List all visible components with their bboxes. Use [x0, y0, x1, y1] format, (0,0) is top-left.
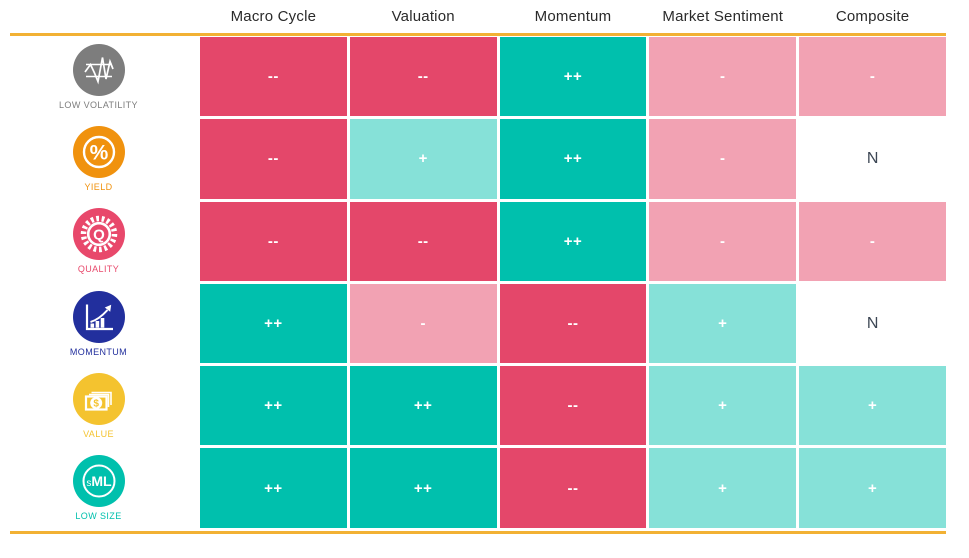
- svg-text:sML: sML: [86, 473, 112, 489]
- signal-cell-low-size-macro-cycle: ++: [200, 448, 347, 528]
- signal-cell-low-volatility-market-sentiment: -: [649, 37, 797, 117]
- table-row-low-size: sML LOW SIZE ++ ++ -- + +: [0, 448, 946, 528]
- signal-cell-momentum-composite: N: [799, 283, 946, 364]
- row-label-value: VALUE: [83, 428, 114, 439]
- svg-text:$: $: [93, 398, 99, 409]
- signal-cell-low-size-market-sentiment: +: [649, 448, 797, 528]
- signal-cell-low-volatility-valuation: --: [349, 37, 497, 117]
- row-header-momentum: MOMENTUM: [0, 284, 197, 363]
- signal-cell-low-size-composite: +: [799, 448, 946, 528]
- low-volatility-icon: [72, 43, 125, 96]
- signal-cell-yield-momentum: ++: [499, 119, 647, 199]
- signal-cell-quality-composite: -: [799, 201, 946, 281]
- column-header-row: Macro Cycle Valuation Momentum Market Senti…: [0, 0, 946, 33]
- signal-cell-low-volatility-composite: -: [799, 37, 946, 117]
- signal-cell-low-size-momentum: --: [499, 448, 647, 528]
- row-header-low-volatility: LOW VOLATILITY: [0, 37, 197, 116]
- table-row-momentum: MOMENTUM ++ - -- + N: [0, 283, 946, 364]
- table-row-quality: Q QUALITY -- -- ++ - -: [0, 201, 946, 281]
- signal-cell-yield-valuation: +: [349, 119, 497, 199]
- signal-cell-value-valuation: ++: [349, 366, 497, 446]
- quality-icon: Q: [72, 208, 125, 261]
- row-label-low-volatility: LOW VOLATILITY: [59, 99, 138, 110]
- column-header-valuation: Valuation: [391, 8, 455, 25]
- yield-icon: %: [72, 125, 125, 178]
- row-header-quality: Q QUALITY: [0, 202, 197, 281]
- row-header-yield: % YIELD: [0, 119, 197, 198]
- row-label-yield: YIELD: [84, 181, 113, 192]
- signal-cell-low-volatility-macro-cycle: --: [200, 37, 347, 117]
- row-label-momentum: MOMENTUM: [69, 346, 128, 357]
- row-label-quality: QUALITY: [77, 264, 120, 275]
- row-header-value: $ VALUE: [0, 366, 197, 445]
- signal-cell-value-momentum: --: [499, 366, 647, 446]
- signal-cell-low-size-valuation: ++: [349, 448, 497, 528]
- signal-cell-quality-market-sentiment: -: [649, 201, 797, 281]
- top-rule: [10, 33, 946, 36]
- signal-cell-momentum-macro-cycle: ++: [200, 283, 347, 364]
- signal-cell-quality-macro-cycle: --: [200, 201, 347, 281]
- column-header-market-sentiment: Market Sentiment: [662, 8, 784, 25]
- table-row-low-volatility: LOW VOLATILITY -- -- ++ - -: [0, 37, 946, 117]
- low-size-icon: sML: [72, 455, 125, 508]
- heatmap-grid: LOW VOLATILITY -- -- ++ - - % YIELD -- + ++ - N Q QU…: [0, 37, 946, 528]
- value-icon: $: [72, 372, 125, 425]
- table-row-value: $ VALUE ++ ++ -- + +: [0, 366, 946, 446]
- column-header-composite: Composite: [835, 8, 910, 25]
- signal-cell-yield-market-sentiment: -: [649, 119, 797, 199]
- column-header-macro-cycle: Macro Cycle: [230, 8, 317, 25]
- svg-text:%: %: [89, 141, 108, 164]
- signal-cell-yield-composite: N: [799, 119, 946, 199]
- signal-cell-yield-macro-cycle: --: [200, 119, 347, 199]
- signal-cell-momentum-market-sentiment: +: [649, 283, 797, 364]
- row-label-low-size: LOW SIZE: [75, 511, 122, 522]
- signal-cell-quality-valuation: --: [349, 201, 497, 281]
- column-header-momentum: Momentum: [534, 8, 612, 25]
- signal-cell-momentum-valuation: -: [349, 283, 497, 364]
- signal-cell-value-market-sentiment: +: [649, 366, 797, 446]
- signal-cell-quality-momentum: ++: [499, 201, 647, 281]
- row-header-low-size: sML LOW SIZE: [0, 448, 197, 527]
- svg-text:Q: Q: [93, 227, 105, 244]
- bottom-rule: [10, 530, 946, 534]
- signal-cell-low-volatility-momentum: ++: [499, 37, 647, 117]
- table-row-yield: % YIELD -- + ++ - N: [0, 119, 946, 199]
- signal-cell-momentum-momentum: --: [499, 283, 647, 364]
- momentum-icon: [72, 290, 125, 343]
- signal-cell-value-macro-cycle: ++: [200, 366, 347, 446]
- signal-cell-value-composite: +: [799, 366, 946, 446]
